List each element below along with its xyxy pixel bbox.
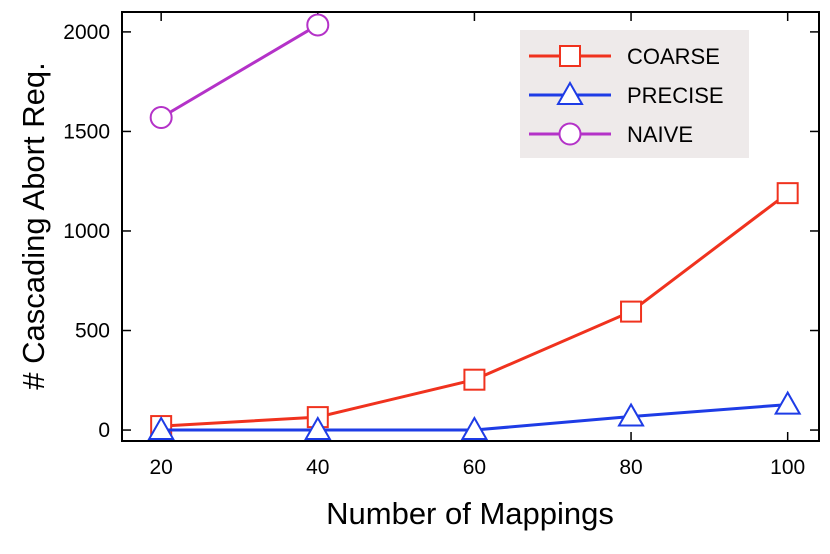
y-tick-label: 1500	[63, 120, 110, 143]
legend-label: COARSE	[627, 44, 720, 69]
y-tick-label: 0	[98, 419, 110, 442]
x-tick-label: 100	[770, 456, 805, 479]
legend: COARSE PRECISE NAIVE	[520, 30, 749, 158]
legend-label: PRECISE	[627, 83, 724, 108]
x-tick-label: 20	[149, 456, 172, 479]
x-tick-label: 40	[306, 456, 329, 479]
legend-entry-coarse: COARSE	[529, 44, 720, 69]
data-point-precise	[460, 416, 489, 441]
series-coarse	[150, 182, 799, 438]
data-point-precise	[617, 402, 645, 427]
legend-label: NAIVE	[627, 122, 693, 147]
data-point-precise	[304, 416, 332, 441]
data-point-naive	[149, 106, 173, 130]
y-tick-label: 500	[75, 320, 110, 343]
series-layer	[147, 13, 802, 441]
series-precise	[147, 390, 802, 441]
x-tick-label: 80	[619, 456, 642, 479]
series-naive	[149, 13, 330, 130]
x-tick-label: 60	[463, 456, 486, 479]
data-point-coarse	[463, 368, 486, 391]
data-point-naive	[306, 13, 330, 37]
series-line-coarse	[161, 191, 789, 428]
plot-frame	[121, 11, 820, 442]
legend-entry-precise: PRECISE	[529, 80, 724, 108]
data-point-coarse	[776, 182, 799, 205]
y-tick-label: 2000	[63, 21, 110, 44]
legend-marker	[558, 122, 582, 146]
x-axis-label: Number of Mappings	[326, 496, 614, 531]
legend-marker	[559, 45, 581, 67]
legend-marker	[556, 80, 584, 105]
data-point-precise	[773, 390, 802, 415]
y-tick-label: 1000	[63, 220, 110, 243]
series-line-naive	[160, 23, 319, 119]
data-point-precise	[147, 416, 175, 441]
y-axis-label: # Cascading Abort Req.	[16, 62, 51, 389]
legend-entry-naive: NAIVE	[529, 122, 693, 147]
data-point-coarse	[620, 300, 643, 323]
